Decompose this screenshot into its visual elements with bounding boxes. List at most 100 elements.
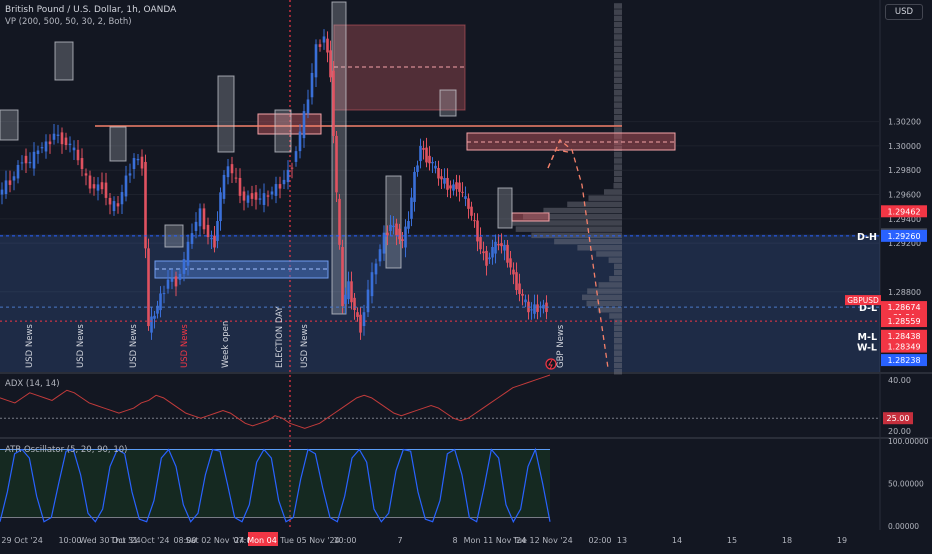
volume-profile-bar (614, 65, 622, 71)
candle-body (258, 198, 262, 200)
time-label: Sat 02 Nov '24 (186, 536, 245, 545)
volume-profile-bar (614, 121, 622, 127)
candle-body (458, 182, 461, 192)
supply-zone-mini (511, 212, 550, 222)
volume-profile-bar (614, 52, 622, 59)
news-annotation: Week open (221, 321, 231, 368)
time-label-text: 7 (397, 536, 402, 545)
volume-profile-bar (614, 90, 622, 96)
candle-body (166, 279, 170, 289)
candle-body (178, 273, 182, 280)
volume-profile-bar (614, 350, 622, 356)
volume-profile-bar (543, 207, 622, 214)
atr-tick-label: 100.00000 (888, 437, 929, 446)
time-label-text: Mon 04 (247, 536, 277, 545)
candle-body (416, 165, 419, 172)
candle-body (473, 220, 476, 222)
candle-body (332, 70, 335, 136)
candle-body (404, 226, 407, 248)
candle-body (40, 147, 44, 149)
candle-body (389, 224, 392, 231)
candle-body (32, 151, 36, 169)
candle-body (219, 192, 222, 222)
candle-body (286, 169, 290, 183)
volume-profile-bar (614, 71, 622, 77)
price-tick-label: 1.29400 (888, 215, 921, 224)
candle-body (28, 161, 32, 164)
candle-body (395, 223, 398, 236)
candle-body (428, 155, 431, 164)
candle-body (8, 180, 12, 185)
candle-body (52, 133, 56, 140)
price-label: 1.28559 (881, 315, 927, 328)
time-label: Tue 29 Oct '24 (0, 536, 43, 545)
atr-tick-label: 50.00000 (888, 480, 924, 489)
volume-profile-bar (613, 183, 622, 189)
candle-body (494, 241, 497, 254)
candle-body (338, 198, 341, 245)
volume-profile-bar (614, 28, 622, 34)
volume-profile-bar (609, 276, 622, 282)
candle-body (216, 221, 219, 241)
candle-body (431, 161, 434, 164)
candle-body (266, 195, 270, 197)
volume-profile-bar (614, 15, 622, 22)
candle-body (162, 293, 166, 295)
candle-body (425, 147, 428, 163)
volume-profile-bar (614, 34, 622, 40)
range-zone (0, 234, 880, 372)
atr-title: ATR Oscillator (5, 20, 90, 10) (5, 445, 128, 455)
candle-body (542, 304, 545, 309)
candle-body (485, 250, 488, 266)
candle-body (108, 197, 112, 205)
time-label: Mon 11 Nov '24 (464, 536, 527, 545)
candle-body (222, 174, 226, 199)
candle-body (80, 158, 84, 169)
time-label-text: 02:00 (588, 536, 611, 545)
candle-body (524, 299, 527, 303)
volume-profile-bar (614, 59, 622, 65)
candle-body (128, 173, 132, 176)
candle-body (437, 168, 440, 179)
highlight-box (217, 75, 235, 153)
adx-line (0, 374, 551, 429)
volume-profile-bar (577, 245, 622, 251)
currency-button[interactable]: USD (885, 4, 923, 20)
candle-body (76, 149, 80, 161)
candle-body (12, 176, 16, 181)
volume-profile-bar (581, 294, 622, 301)
candle-body (48, 141, 52, 145)
candle-body (470, 206, 473, 216)
volume-profile-bar (614, 263, 622, 270)
candle-body (150, 316, 153, 333)
volume-profile-bar (614, 170, 622, 177)
candle-body (202, 208, 206, 230)
price-label-text: 1.29462 (887, 207, 920, 216)
candle-body (422, 148, 425, 150)
volume-profile-bar (603, 189, 622, 195)
candle-body (488, 257, 491, 260)
time-label: 8 (452, 536, 457, 545)
candle-body (234, 177, 238, 179)
time-label: 15 (727, 536, 737, 545)
candle-body (452, 184, 455, 191)
price-tick-label: 1.29800 (888, 166, 921, 175)
time-label-text: 15 (727, 536, 737, 545)
candle-body (449, 185, 452, 189)
candle-body (322, 36, 326, 43)
candle-body (44, 141, 48, 152)
adx-threshold-label: 25.00 (887, 414, 910, 423)
time-label: 10:00 (333, 536, 356, 545)
volume-profile-label: VP (200, 500, 50, 30, 2, Both) (5, 17, 132, 27)
candle-body (56, 134, 60, 136)
candle-body (326, 38, 329, 53)
time-label-text: Thu 31 Oct '24 (109, 536, 169, 545)
candle-body (88, 175, 92, 189)
volume-profile-bar (614, 133, 622, 139)
candle-body (329, 50, 332, 78)
time-label-text: 18 (782, 536, 792, 545)
candle-body (24, 155, 28, 164)
candle-body (347, 281, 350, 300)
